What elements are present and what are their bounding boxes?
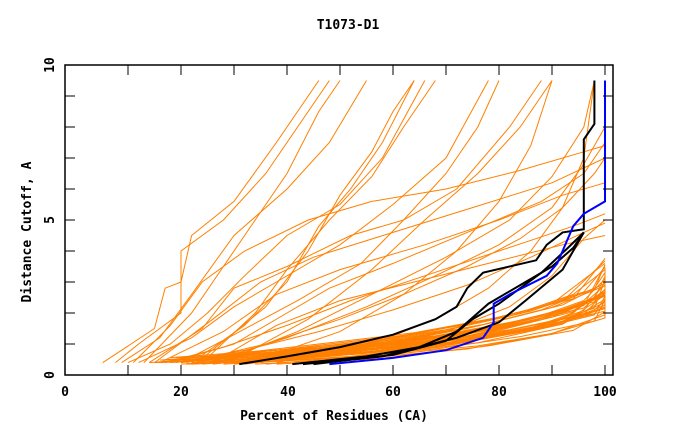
model-series-line <box>202 258 606 359</box>
model-series-line <box>132 145 606 363</box>
x-tick-label: 60 <box>385 385 401 400</box>
y-tick-label: 10 <box>43 57 58 73</box>
x-tick-label: 40 <box>280 385 296 400</box>
model-series-line <box>191 260 606 361</box>
axis-ticks <box>65 65 613 375</box>
model-series-line <box>159 182 606 364</box>
x-tick-label: 0 <box>61 385 69 400</box>
model-series-line <box>191 80 415 364</box>
model-series-line <box>212 235 606 364</box>
model-series-line <box>115 80 330 363</box>
y-tick-label: 5 <box>43 216 58 224</box>
model-series-line <box>143 80 341 363</box>
plot-lines <box>102 80 606 366</box>
model-series-line <box>228 80 553 364</box>
model-series-line <box>201 80 436 363</box>
model-series-line <box>276 302 606 365</box>
x-tick-label: 20 <box>173 385 189 400</box>
best-series-line <box>329 80 606 366</box>
model-series-line <box>180 80 500 364</box>
model-series-line <box>121 80 367 364</box>
model-series-line <box>148 80 542 364</box>
model-series-line <box>249 80 553 364</box>
model-series-line <box>196 80 415 363</box>
model-series-line <box>217 80 595 364</box>
model-series-line <box>255 292 606 359</box>
highlight-series-line <box>302 231 585 366</box>
highlight-series-line <box>239 80 596 366</box>
chart-title: T1073-D1 <box>317 18 380 33</box>
model-series-line <box>138 80 489 364</box>
x-tick-label: 80 <box>491 385 507 400</box>
model-series-line <box>102 80 320 364</box>
model-series-line <box>276 80 595 364</box>
model-series-line <box>265 298 606 365</box>
y-axis-label: Distance Cutoff, A <box>20 161 35 302</box>
x-tick-label: 100 <box>593 385 617 400</box>
highlight-series-line <box>292 231 585 366</box>
model-series-line <box>127 80 426 364</box>
highlight-series-line <box>313 231 585 366</box>
model-series-line <box>154 157 606 364</box>
y-tick-label: 0 <box>43 371 58 379</box>
x-axis-label: Percent of Residues (CA) <box>240 409 428 424</box>
model-series-line <box>233 264 606 359</box>
